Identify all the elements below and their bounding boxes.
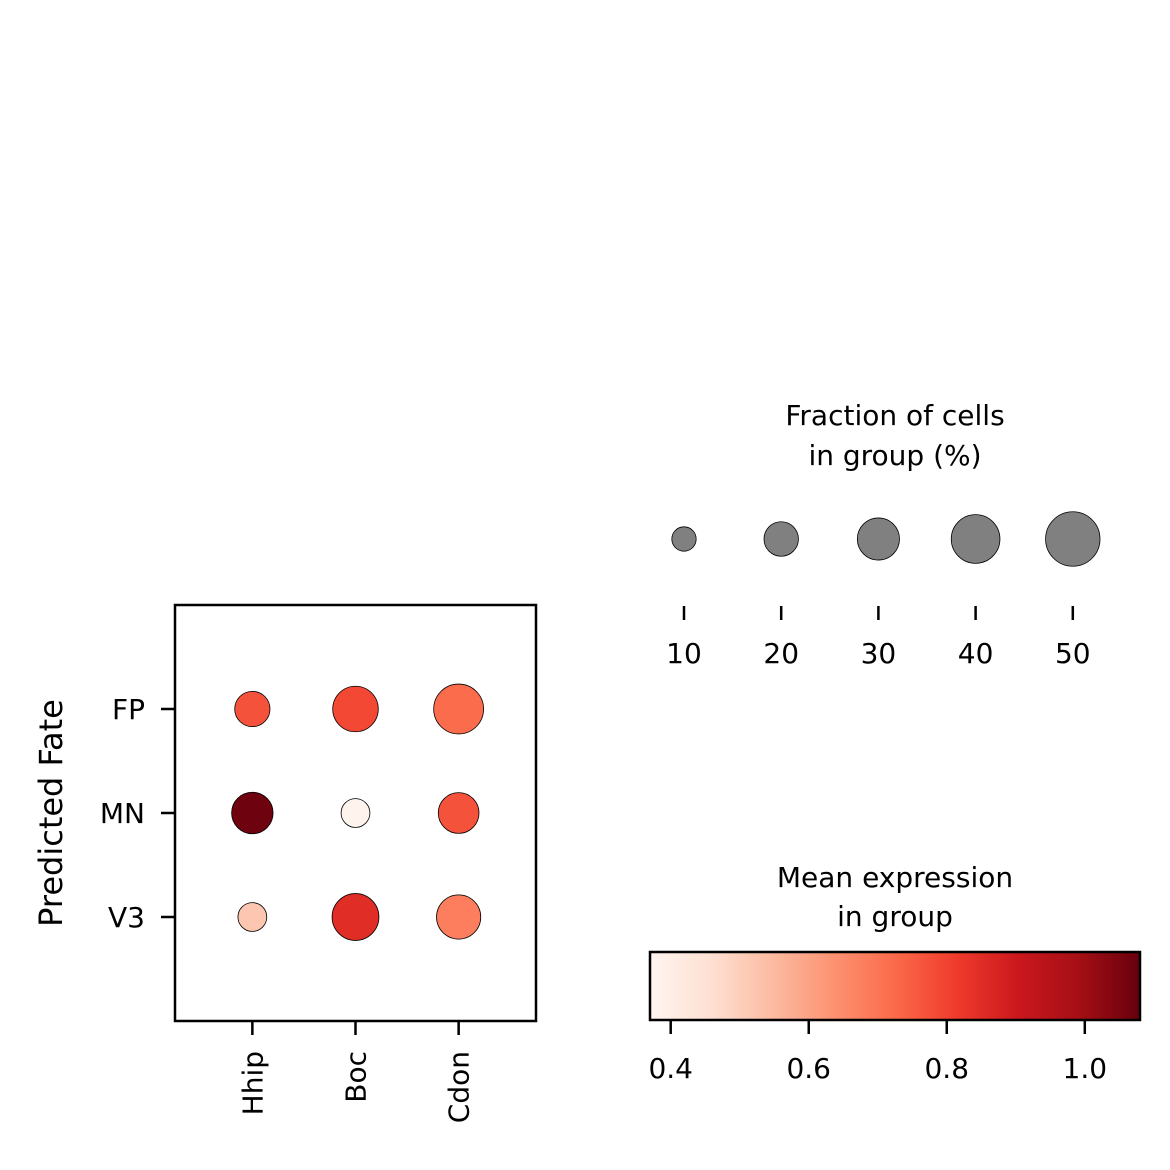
y-tick-label: MN: [100, 797, 145, 830]
size-legend-marker: [1045, 511, 1101, 567]
size-legend-marker: [950, 514, 1001, 564]
size-legend-marker: [763, 521, 799, 557]
size-legend-label: 30: [861, 637, 897, 670]
y-tick-label: V3: [108, 901, 145, 934]
dot-layer: [231, 683, 484, 941]
size-legend-label: 20: [763, 637, 799, 670]
dot-mn-cdon: [437, 792, 480, 834]
colorbar: [648, 950, 1142, 1022]
color-legend-title-line2: in group: [837, 900, 953, 933]
colorbar-tick-label: 0.6: [786, 1052, 831, 1085]
size-legend-marker: [856, 517, 900, 561]
y-ticks: FP MN V3: [100, 693, 175, 934]
dot-mn-hhip: [231, 791, 274, 835]
x-tick-label: Cdon: [443, 1051, 476, 1123]
size-legend-label: 40: [958, 637, 994, 670]
size-legend-label: 50: [1055, 637, 1091, 670]
dot-mn-boc: [340, 798, 371, 828]
colorbar-tick-label: 1.0: [1063, 1052, 1108, 1085]
x-tick-label: Boc: [340, 1051, 373, 1103]
dot-v3-cdon: [436, 894, 482, 940]
size-legend-label: 10: [666, 637, 702, 670]
main-plot: FP MN V3 Hhip Boc Cdon Predicted Fate: [32, 603, 538, 1123]
size-legend-markers: 10 20 30 40 50: [666, 511, 1101, 670]
y-axis-title: Predicted Fate: [32, 699, 70, 927]
dot-v3-hhip: [237, 902, 268, 932]
colorbar-ticks: 0.4 0.6 0.8 1.0: [648, 1020, 1107, 1085]
dot-fp-boc: [332, 685, 379, 733]
color-legend: Mean expression in group 0.4 0.6 0.8 1.0: [648, 861, 1142, 1085]
dot-v3-boc: [331, 893, 380, 941]
dot-fp-cdon: [433, 683, 484, 735]
x-ticks: Hhip Boc Cdon: [236, 1021, 476, 1123]
x-tick-label: Hhip: [236, 1051, 269, 1115]
colorbar-tick-label: 0.4: [648, 1052, 693, 1085]
size-legend-marker: [671, 526, 697, 552]
color-legend-title-line1: Mean expression: [777, 861, 1013, 894]
size-legend-title-line2: in group (%): [808, 439, 981, 472]
dot-fp-hhip: [234, 690, 271, 728]
size-legend: Fraction of cells in group (%) 10 20 30 40 5…: [666, 399, 1101, 670]
y-tick-label: FP: [112, 693, 145, 726]
size-legend-title-line1: Fraction of cells: [785, 399, 1004, 432]
colorbar-tick-label: 0.8: [924, 1052, 969, 1085]
